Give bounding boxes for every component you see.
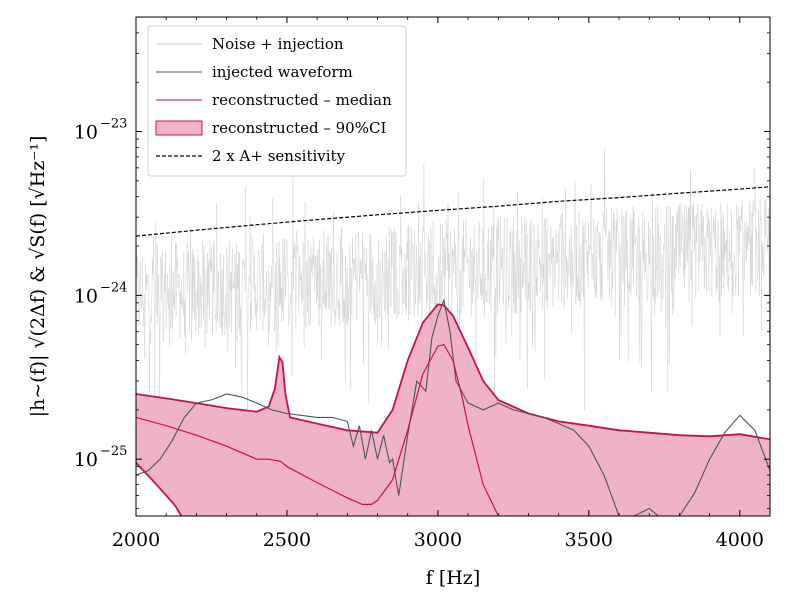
legend-swatch <box>155 120 203 136</box>
x-tick-label: 2000 <box>112 529 160 551</box>
reconstructed-median-line <box>136 344 499 516</box>
x-axis-label: f [Hz] <box>426 567 480 589</box>
y-axis-label: |h~(f)| √(2Δf) & √S(f) [√Hz⁻¹] <box>27 136 49 418</box>
y-tick-label: 10 <box>74 285 98 307</box>
y-tick-label: 10 <box>74 449 98 471</box>
noise-series <box>136 148 770 433</box>
ci-band-series <box>136 303 770 516</box>
legend-label: 2 x A+ sensitivity <box>212 147 346 165</box>
x-tick-label: 2500 <box>263 529 311 551</box>
x-tick-label: 4000 <box>716 529 764 551</box>
legend-label: reconstructed – median <box>212 91 392 109</box>
sensitivity-dashed-line <box>136 186 770 237</box>
legend-label: Noise + injection <box>212 35 344 53</box>
noise-injection-line <box>136 148 770 433</box>
y-tick-label: 10 <box>74 122 98 144</box>
x-tick-label: 3500 <box>565 529 613 551</box>
plot-frame <box>135 16 771 517</box>
x-tick-label: 3000 <box>414 529 462 551</box>
ci-band-fill <box>136 304 770 516</box>
legend-label: reconstructed – 90%CI <box>212 119 386 137</box>
y-tick-exponent: −24 <box>100 280 127 295</box>
y-tick-exponent: −25 <box>100 444 127 459</box>
legend-box <box>147 25 407 177</box>
injected-waveform-line <box>136 298 770 516</box>
y-tick-exponent: −23 <box>100 117 127 132</box>
ci-upper-edge <box>136 303 770 441</box>
legend-label: injected waveform <box>212 63 353 81</box>
ci-lower-edge <box>136 462 183 516</box>
